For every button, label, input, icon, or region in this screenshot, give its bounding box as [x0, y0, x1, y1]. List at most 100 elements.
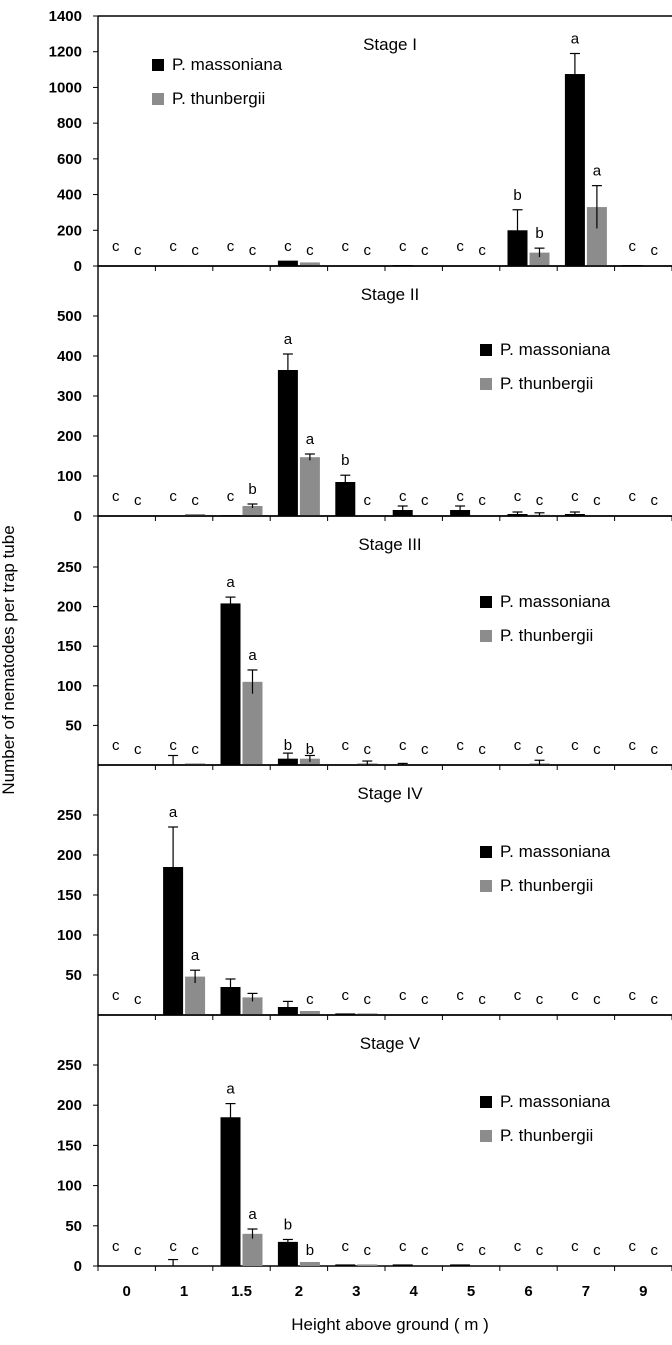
legend-label: P. massoniana [172, 55, 283, 74]
significance-letter: c [629, 488, 637, 505]
significance-letter: c [284, 238, 292, 255]
significance-letter: c [514, 1238, 522, 1255]
significance-letter: c [456, 488, 464, 505]
y-tick-label: 800 [57, 115, 82, 132]
significance-letter: c [342, 1238, 350, 1255]
significance-letter: c [536, 1242, 544, 1259]
significance-letter: c [478, 991, 486, 1008]
significance-letter: a [571, 31, 580, 48]
y-tick-label: 1400 [49, 8, 82, 25]
significance-letter: c [342, 238, 350, 255]
legend-label: P. thunbergii [500, 1126, 593, 1145]
significance-letter: c [478, 492, 486, 509]
y-tick-label: 250 [57, 1057, 82, 1074]
significance-letter: c [249, 242, 257, 259]
significance-letter: c [191, 1242, 199, 1259]
significance-letter: c [629, 737, 637, 754]
y-tick-label: 150 [57, 887, 82, 904]
legend-swatch [152, 93, 164, 105]
significance-letter: a [306, 431, 315, 448]
legend-swatch [480, 596, 492, 608]
significance-letter: c [651, 1242, 659, 1259]
y-tick-label: 100 [57, 678, 82, 695]
y-tick-label: 1000 [49, 79, 82, 96]
bar [242, 681, 263, 765]
bar [564, 74, 585, 267]
significance-letter: c [399, 1238, 407, 1255]
significance-letter: c [342, 737, 350, 754]
y-tick-label: 50 [65, 967, 82, 984]
bar [220, 603, 241, 765]
significance-letter: a [248, 647, 257, 664]
significance-letter: c [134, 1242, 142, 1259]
significance-letter: c [399, 488, 407, 505]
significance-letter: c [227, 488, 235, 505]
significance-letter: c [169, 488, 177, 505]
bar [242, 506, 263, 516]
bar [185, 763, 206, 765]
bar [277, 370, 298, 516]
significance-letter: c [112, 1238, 120, 1255]
legend-label: P. thunbergii [172, 89, 265, 108]
significance-letter: c [651, 242, 659, 259]
significance-letter: c [421, 991, 429, 1008]
significance-letter: c [191, 741, 199, 758]
bar [242, 1233, 263, 1266]
bar [299, 758, 320, 765]
legend-label: P. massoniana [500, 1092, 611, 1111]
significance-letter: b [306, 741, 314, 758]
legend-swatch [480, 344, 492, 356]
legend-swatch [480, 846, 492, 858]
significance-letter: c [364, 242, 372, 259]
y-tick-label: 400 [57, 348, 82, 365]
significance-letter: c [593, 492, 601, 509]
bar [163, 867, 184, 1015]
legend-label: P. massoniana [500, 340, 611, 359]
significance-letter: c [364, 492, 372, 509]
significance-letter: c [134, 991, 142, 1008]
legend-swatch [480, 1130, 492, 1142]
significance-letter: c [593, 1242, 601, 1259]
significance-letter: b [341, 452, 349, 469]
y-tick-label: 200 [57, 1097, 82, 1114]
legend-swatch [152, 59, 164, 71]
significance-letter: c [478, 741, 486, 758]
bar [299, 457, 320, 516]
y-tick-label: 100 [57, 468, 82, 485]
x-tick-label: 1.5 [231, 1283, 252, 1300]
panel-title: Stage II [361, 285, 420, 304]
significance-letter: b [513, 187, 521, 204]
x-tick-label: 1 [180, 1283, 188, 1300]
significance-letter: c [629, 987, 637, 1004]
significance-letter: c [306, 242, 314, 259]
bar [185, 514, 206, 516]
significance-letter: c [421, 1242, 429, 1259]
panel-title: Stage V [360, 1034, 421, 1053]
y-tick-label: 1200 [49, 44, 82, 61]
significance-letter: c [571, 488, 579, 505]
y-tick-label: 200 [57, 599, 82, 616]
significance-letter: b [535, 225, 543, 242]
significance-letter: c [514, 488, 522, 505]
x-tick-label: 4 [410, 1283, 419, 1300]
x-tick-label: 5 [467, 1283, 475, 1300]
significance-letter: c [514, 987, 522, 1004]
significance-letter: c [191, 242, 199, 259]
significance-letter: c [593, 741, 601, 758]
bar [335, 482, 356, 516]
legend-swatch [480, 880, 492, 892]
y-tick-label: 200 [57, 847, 82, 864]
significance-letter: c [169, 238, 177, 255]
significance-letter: c [456, 1238, 464, 1255]
bar [392, 1264, 413, 1266]
y-tick-label: 100 [57, 1178, 82, 1195]
significance-letter: c [651, 492, 659, 509]
bar [242, 997, 263, 1015]
y-tick-label: 0 [74, 1258, 82, 1275]
bar [277, 260, 298, 266]
y-tick-label: 300 [57, 388, 82, 405]
